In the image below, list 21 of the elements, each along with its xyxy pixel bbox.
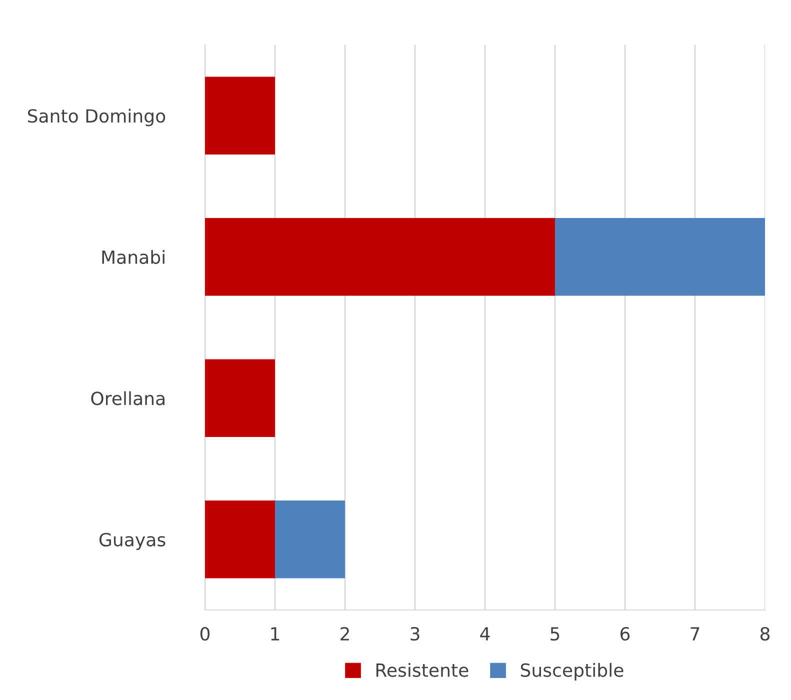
legend-label: Resistente bbox=[376, 662, 468, 677]
bar bbox=[205, 76, 275, 154]
legend-label: Susceptible bbox=[520, 662, 624, 680]
x-tick-label: 8 bbox=[760, 626, 770, 641]
x-tick-label: 4 bbox=[480, 627, 490, 640]
x-tick-label: 5 bbox=[550, 627, 560, 641]
x-tick-label: 6 bbox=[620, 626, 630, 641]
bar bbox=[205, 500, 275, 578]
y-tick-label: Orellana bbox=[91, 391, 164, 406]
bar bbox=[205, 359, 275, 437]
x-tick-label: 0 bbox=[200, 626, 210, 641]
x-tick-label: 7 bbox=[690, 627, 700, 640]
y-tick-label: Guayas bbox=[99, 532, 166, 550]
x-tick-label: 1 bbox=[271, 627, 280, 640]
bar bbox=[555, 218, 765, 296]
bar bbox=[275, 500, 345, 578]
y-tick-label: Manabi bbox=[102, 250, 164, 264]
x-tick-label: 2 bbox=[340, 626, 349, 640]
x-tick-label: 3 bbox=[410, 626, 420, 641]
y-tick-label: Santo Domingo bbox=[28, 108, 166, 126]
bar bbox=[205, 218, 555, 296]
